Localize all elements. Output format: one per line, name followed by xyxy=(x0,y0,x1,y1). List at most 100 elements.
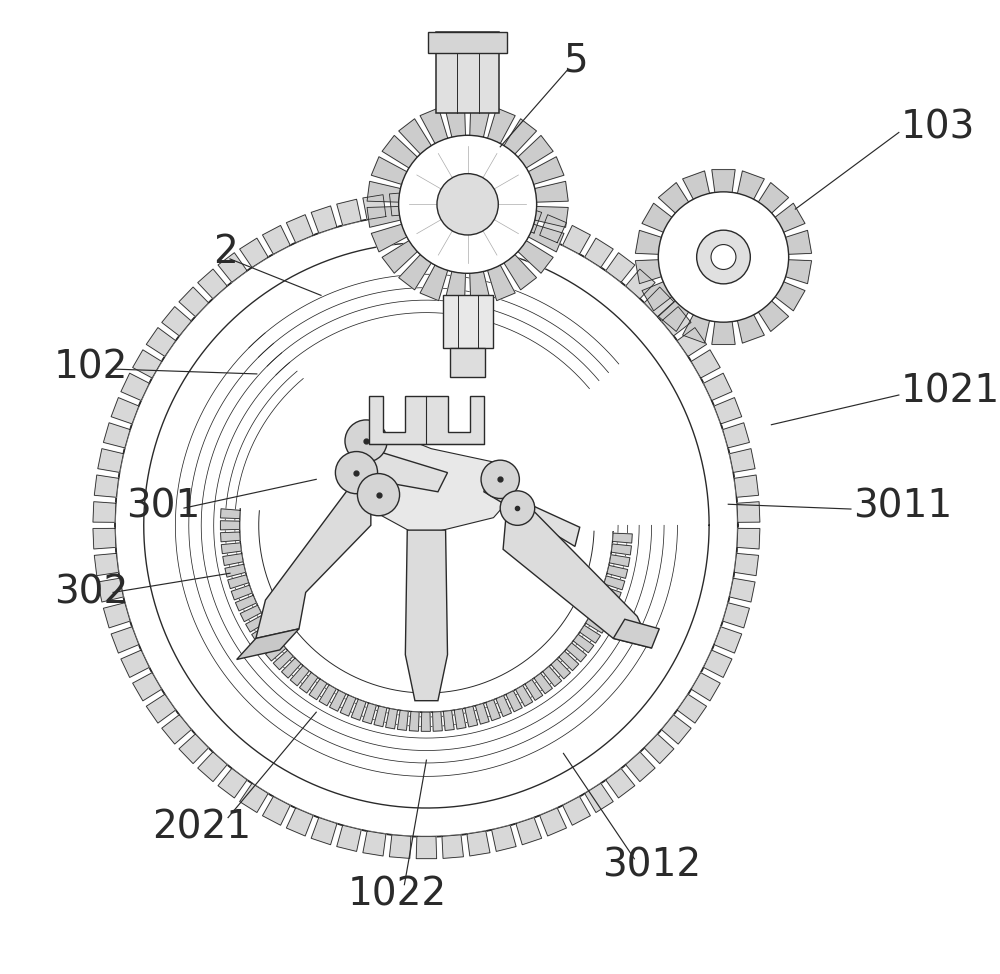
Polygon shape xyxy=(179,287,209,317)
Polygon shape xyxy=(525,680,543,700)
Polygon shape xyxy=(405,530,448,700)
Polygon shape xyxy=(730,579,755,602)
Polygon shape xyxy=(162,307,191,336)
Polygon shape xyxy=(409,712,419,731)
Polygon shape xyxy=(596,596,617,612)
Polygon shape xyxy=(351,699,366,721)
Polygon shape xyxy=(421,712,430,731)
Polygon shape xyxy=(613,533,632,543)
Polygon shape xyxy=(516,686,533,706)
Polygon shape xyxy=(258,633,279,652)
Text: 103: 103 xyxy=(901,109,975,147)
Polygon shape xyxy=(93,528,116,549)
Polygon shape xyxy=(382,135,417,168)
Polygon shape xyxy=(309,679,327,699)
Circle shape xyxy=(481,460,519,499)
Bar xyxy=(450,348,485,377)
Polygon shape xyxy=(734,475,759,498)
Polygon shape xyxy=(683,170,709,200)
Polygon shape xyxy=(534,673,552,693)
Polygon shape xyxy=(442,835,463,858)
Polygon shape xyxy=(644,287,674,317)
Polygon shape xyxy=(371,224,407,252)
Polygon shape xyxy=(691,350,720,378)
Polygon shape xyxy=(416,837,437,859)
Polygon shape xyxy=(606,768,635,798)
Polygon shape xyxy=(262,225,290,254)
Polygon shape xyxy=(319,685,336,706)
Polygon shape xyxy=(486,699,500,721)
Text: 1021: 1021 xyxy=(901,372,1000,410)
Polygon shape xyxy=(374,706,387,727)
Polygon shape xyxy=(228,575,249,588)
Circle shape xyxy=(345,420,387,462)
Polygon shape xyxy=(371,157,407,184)
Polygon shape xyxy=(442,192,463,216)
Polygon shape xyxy=(399,119,431,154)
Polygon shape xyxy=(723,423,749,448)
Polygon shape xyxy=(465,706,478,727)
Polygon shape xyxy=(504,254,537,290)
Polygon shape xyxy=(223,553,243,566)
Polygon shape xyxy=(677,327,707,356)
Polygon shape xyxy=(528,224,564,252)
Polygon shape xyxy=(714,627,742,654)
Polygon shape xyxy=(240,605,261,621)
Polygon shape xyxy=(691,673,720,701)
Polygon shape xyxy=(488,265,515,301)
Polygon shape xyxy=(470,104,491,137)
Polygon shape xyxy=(363,831,386,856)
Polygon shape xyxy=(712,169,735,193)
Polygon shape xyxy=(642,281,672,311)
Polygon shape xyxy=(94,475,119,498)
Polygon shape xyxy=(198,269,227,299)
Polygon shape xyxy=(397,710,408,730)
Polygon shape xyxy=(399,254,431,290)
Polygon shape xyxy=(103,423,130,448)
Polygon shape xyxy=(262,797,290,825)
Polygon shape xyxy=(420,265,448,301)
Polygon shape xyxy=(286,214,313,243)
Polygon shape xyxy=(389,192,411,216)
Polygon shape xyxy=(528,157,564,184)
Polygon shape xyxy=(179,734,209,764)
Polygon shape xyxy=(758,301,789,331)
Polygon shape xyxy=(563,797,590,825)
Circle shape xyxy=(399,135,537,274)
Polygon shape xyxy=(662,715,691,744)
Polygon shape xyxy=(559,652,579,671)
Polygon shape xyxy=(540,808,566,836)
Polygon shape xyxy=(340,695,356,716)
Polygon shape xyxy=(330,691,346,711)
Polygon shape xyxy=(580,625,600,643)
Polygon shape xyxy=(492,200,516,225)
Polygon shape xyxy=(445,272,465,305)
Polygon shape xyxy=(467,831,490,856)
Polygon shape xyxy=(225,564,246,578)
Polygon shape xyxy=(111,397,139,424)
Polygon shape xyxy=(658,182,689,213)
Polygon shape xyxy=(252,624,272,642)
Polygon shape xyxy=(723,603,749,628)
Polygon shape xyxy=(504,119,537,154)
Polygon shape xyxy=(535,181,568,203)
Polygon shape xyxy=(240,239,268,267)
Polygon shape xyxy=(133,350,162,378)
Polygon shape xyxy=(121,651,149,678)
Polygon shape xyxy=(551,659,570,679)
Polygon shape xyxy=(237,629,299,659)
Polygon shape xyxy=(363,703,376,724)
Circle shape xyxy=(697,230,750,283)
Polygon shape xyxy=(467,195,490,219)
Polygon shape xyxy=(273,651,293,670)
Polygon shape xyxy=(221,543,241,553)
Polygon shape xyxy=(146,327,176,356)
Polygon shape xyxy=(111,627,139,654)
Polygon shape xyxy=(644,734,674,764)
Polygon shape xyxy=(93,502,116,522)
Polygon shape xyxy=(496,695,511,717)
Polygon shape xyxy=(714,397,742,424)
Polygon shape xyxy=(350,439,511,535)
Bar xyxy=(436,32,499,113)
Polygon shape xyxy=(347,451,448,492)
